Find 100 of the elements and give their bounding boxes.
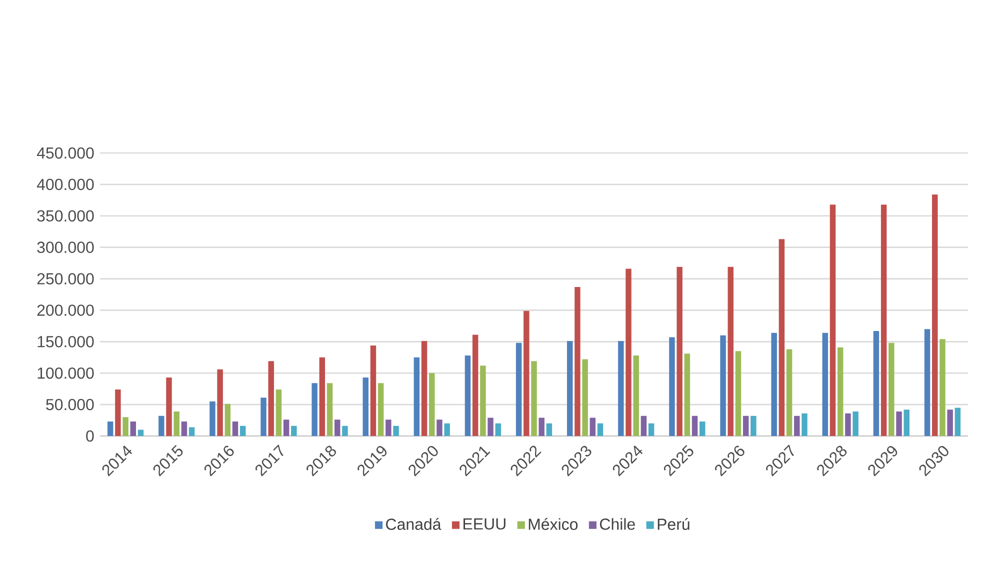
- bar: [538, 418, 544, 436]
- bar: [472, 334, 478, 436]
- y-tick-label: 400.000: [36, 178, 94, 190]
- bar: [181, 422, 188, 436]
- bar: [640, 416, 647, 436]
- bar: [888, 342, 894, 436]
- bar: [240, 426, 246, 436]
- bar: [778, 239, 785, 436]
- bar: [947, 410, 953, 436]
- bar: [217, 369, 223, 436]
- bar: [904, 410, 910, 436]
- bar: [495, 423, 502, 436]
- bar: [386, 420, 392, 436]
- bar: [794, 416, 800, 436]
- bar: [786, 349, 792, 436]
- bar: [940, 339, 946, 436]
- bar: [488, 418, 494, 436]
- bar: [188, 427, 195, 436]
- bar: [546, 423, 552, 436]
- bar: [676, 266, 682, 436]
- bar: [880, 204, 887, 436]
- bar: [822, 332, 828, 436]
- bar: [429, 373, 435, 436]
- bar: [720, 335, 726, 436]
- bar: [954, 408, 961, 436]
- bar: [138, 430, 144, 436]
- bar: [516, 342, 522, 436]
- y-tick-label: 350.000: [37, 210, 94, 222]
- bar: [393, 426, 399, 436]
- bar: [210, 401, 216, 436]
- bar: [590, 418, 596, 436]
- bar: [480, 366, 486, 436]
- bar: [924, 329, 930, 436]
- bar: [618, 341, 624, 436]
- bar: [115, 389, 121, 436]
- bar: [276, 389, 282, 436]
- bar: [334, 420, 340, 436]
- bar: [326, 383, 333, 436]
- bar: [370, 345, 376, 436]
- bar: [232, 422, 238, 436]
- bar: [692, 416, 698, 436]
- bar: [268, 361, 274, 436]
- bar: [444, 423, 450, 436]
- bar: [633, 356, 639, 436]
- bar: [735, 351, 742, 436]
- bar: [873, 330, 880, 436]
- bar: [174, 411, 180, 436]
- legend-label: EEUU: [464, 518, 506, 530]
- bar: [283, 420, 290, 436]
- bar: [669, 337, 675, 436]
- bar: [107, 422, 114, 436]
- bar: [771, 332, 777, 436]
- bar: [582, 359, 588, 436]
- bar: [852, 411, 858, 436]
- bar: [260, 398, 266, 436]
- bar: [291, 426, 297, 436]
- y-tick-label: 300.000: [37, 242, 94, 253]
- y-tick-label: 100.000: [38, 367, 94, 379]
- bar: [414, 357, 420, 436]
- bar: [362, 378, 368, 436]
- bar: [524, 310, 530, 436]
- bar: [312, 383, 318, 436]
- bar: [421, 341, 428, 436]
- bar: [830, 204, 836, 436]
- y-tick-label: 50.000: [46, 398, 94, 410]
- bar: [464, 356, 471, 436]
- y-tick-label: 450.000: [36, 147, 94, 159]
- bar: [130, 422, 136, 436]
- bar: [700, 422, 706, 436]
- bar: [566, 341, 573, 436]
- bar: [531, 361, 537, 436]
- bar: [802, 413, 808, 436]
- y-tick-label: 200.000: [37, 304, 94, 316]
- legend-label: Perú: [658, 518, 690, 530]
- bar: [166, 378, 172, 436]
- y-tick-label: 250.000: [37, 273, 94, 284]
- bar: [648, 423, 654, 436]
- bar: [728, 266, 734, 436]
- bar: [342, 426, 348, 436]
- bar: [845, 413, 851, 436]
- bar: [224, 404, 231, 436]
- bar: [574, 286, 580, 436]
- bar: [837, 347, 844, 436]
- y-tick-label: 0: [86, 430, 94, 442]
- bar: [378, 383, 384, 436]
- bar: [597, 423, 604, 436]
- bar: [932, 194, 938, 436]
- y-tick-label: 150.000: [38, 336, 94, 348]
- bar: [158, 416, 164, 436]
- bar: [750, 416, 756, 436]
- bar: [319, 357, 326, 436]
- bar: [896, 411, 902, 436]
- legend-label: Canadá: [386, 518, 442, 530]
- bar: [684, 354, 690, 436]
- bar: [122, 417, 128, 436]
- legend-label: México: [528, 518, 578, 530]
- bar: [742, 416, 749, 436]
- bar: [626, 268, 632, 436]
- legend-label: Chile: [600, 518, 635, 530]
- bar: [436, 420, 442, 436]
